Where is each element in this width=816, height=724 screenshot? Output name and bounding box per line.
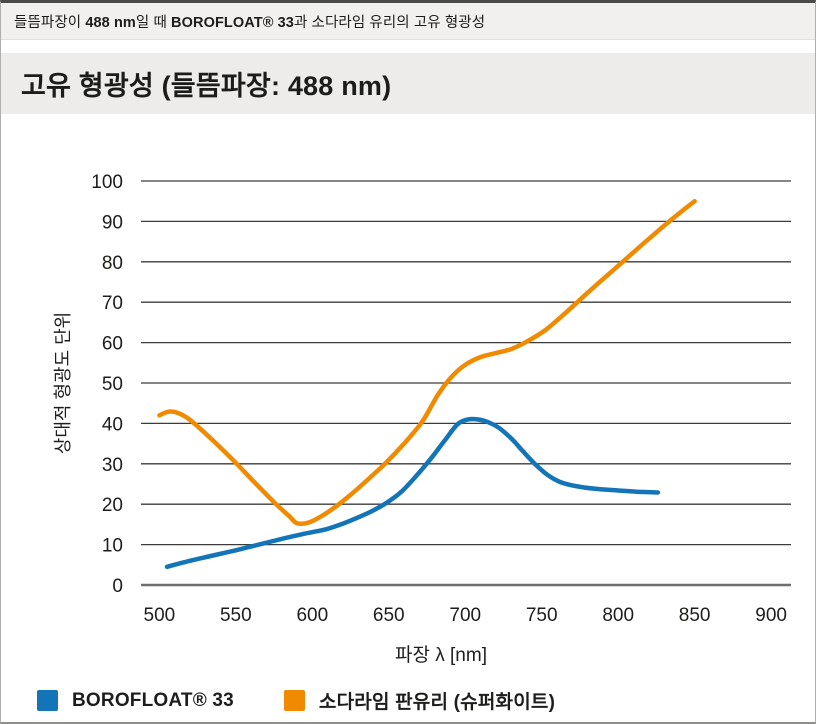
caption-segment: 488 nm — [85, 14, 136, 31]
y-tick-label: 70 — [102, 293, 123, 314]
caption-segment: 들뜸파장이 — [14, 14, 86, 31]
series-line-borofloat-33 — [164, 416, 661, 570]
legend-item-sodalime: 소다라임 판유리 (슈퍼화이트) — [283, 687, 556, 714]
x-tick-label: 800 — [602, 605, 634, 626]
legend-label-borofloat: BOROFLOAT® 33 — [72, 689, 234, 711]
legend-swatch-sodalime — [283, 690, 305, 711]
caption-segment: 과 소다라임 유리의 고유 형광성 — [293, 14, 486, 31]
caption-segment: 일 때 — [135, 14, 172, 31]
x-tick-label: 600 — [296, 605, 328, 626]
x-tick-label: 700 — [449, 605, 481, 626]
x-tick-label: 650 — [373, 605, 405, 626]
legend-label-sodalime: 소다라임 판유리 (슈퍼화이트) — [318, 692, 556, 713]
legend-item-borofloat: BOROFLOAT® 33 — [37, 690, 234, 712]
chart-canvas: 0 10 20 30 40 50 60 70 80 90 100 500 550 600 650 700 750… — [53, 172, 791, 666]
fluorescence-line-chart: 0 10 20 30 40 50 60 70 80 90 100 500 550 600 650 700 750… — [1, 115, 815, 679]
y-tick-label: 40 — [102, 414, 123, 435]
legend-swatch-borofloat — [37, 690, 58, 711]
y-tick-label: 20 — [102, 495, 123, 516]
caption-text: 들뜸파장이 488 nm일 때 BOROFLOAT® 33과 소다라임 유리의 … — [14, 11, 485, 32]
series-line-soda-lime — [157, 198, 697, 527]
page-title: 고유 형광성 (들뜸파장: 488 nm) — [21, 71, 392, 101]
chart-legend: BOROFLOAT® 33 소다라임 판유리 (슈퍼화이트) — [37, 687, 555, 714]
y-tick-label: 90 — [102, 212, 123, 233]
y-axis-title: 상대적 형광도 단위 — [53, 312, 73, 454]
caption-bar: 들뜸파장이 488 nm일 때 BOROFLOAT® 33과 소다라임 유리의 … — [1, 3, 815, 40]
y-tick-label: 0 — [112, 576, 123, 597]
x-tick-label: 850 — [679, 605, 711, 626]
caption-segment: BOROFLOAT® 33 — [171, 14, 294, 31]
x-tick-label: 750 — [526, 605, 558, 626]
x-tick-label: 500 — [144, 605, 176, 626]
y-tick-label: 100 — [91, 172, 123, 193]
y-tick-label: 60 — [102, 334, 123, 355]
y-tick-label: 50 — [102, 374, 123, 395]
x-axis-title: 파장 λ [nm] — [395, 644, 487, 666]
y-tick-label: 30 — [102, 455, 123, 476]
y-tick-label: 10 — [102, 536, 123, 557]
x-tick-label: 900 — [755, 605, 787, 626]
x-tick-label: 550 — [220, 605, 252, 626]
y-tick-label: 80 — [102, 253, 123, 274]
title-band: 고유 형광성 (들뜸파장: 488 nm) — [1, 53, 815, 114]
